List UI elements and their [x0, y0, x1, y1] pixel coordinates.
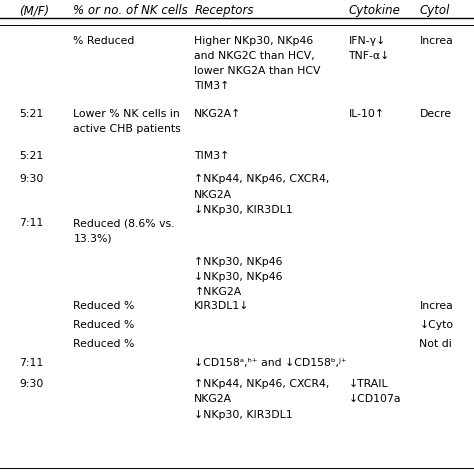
- Text: and NKG2C than HCV,: and NKG2C than HCV,: [194, 51, 315, 61]
- Text: TIM3↑: TIM3↑: [194, 151, 229, 161]
- Text: ↓TRAIL: ↓TRAIL: [348, 379, 388, 389]
- Text: ↓CD107a: ↓CD107a: [348, 394, 401, 404]
- Text: ↓CD158ᵃ,ʰ⁺ and ↓CD158ᵇ,ʲ⁺: ↓CD158ᵃ,ʰ⁺ and ↓CD158ᵇ,ʲ⁺: [194, 358, 347, 368]
- Text: Receptors: Receptors: [194, 4, 254, 17]
- Text: % or no. of NK cells: % or no. of NK cells: [73, 4, 188, 17]
- Text: 7:11: 7:11: [19, 358, 43, 368]
- Text: Reduced %: Reduced %: [73, 339, 135, 349]
- Text: KIR3DL1↓: KIR3DL1↓: [194, 301, 250, 311]
- Text: 7:11: 7:11: [19, 218, 43, 228]
- Text: Increa: Increa: [419, 36, 453, 46]
- Text: ↑NKp44, NKp46, CXCR4,: ↑NKp44, NKp46, CXCR4,: [194, 174, 330, 184]
- Text: ↓NKp30, NKp46: ↓NKp30, NKp46: [194, 272, 283, 282]
- Text: Cytol: Cytol: [419, 4, 450, 17]
- Text: ↓Cyto: ↓Cyto: [419, 320, 454, 330]
- Text: 9:30: 9:30: [19, 174, 43, 184]
- Text: Increa: Increa: [419, 301, 453, 311]
- Text: Cytokine: Cytokine: [348, 4, 400, 17]
- Text: IL-10↑: IL-10↑: [348, 109, 384, 119]
- Text: IFN-γ↓: IFN-γ↓: [348, 36, 386, 46]
- Text: Reduced %: Reduced %: [73, 301, 135, 311]
- Text: (M/F): (M/F): [19, 4, 49, 17]
- Text: 5:21: 5:21: [19, 109, 43, 119]
- Text: ↓NKp30, KIR3DL1: ↓NKp30, KIR3DL1: [194, 205, 293, 215]
- Text: Higher NKp30, NKp46: Higher NKp30, NKp46: [194, 36, 314, 46]
- Text: active CHB patients: active CHB patients: [73, 124, 181, 134]
- Text: ↓NKp30, KIR3DL1: ↓NKp30, KIR3DL1: [194, 410, 293, 419]
- Text: Not di: Not di: [419, 339, 452, 349]
- Text: NKG2A: NKG2A: [194, 190, 232, 200]
- Text: TIM3↑: TIM3↑: [194, 81, 229, 91]
- Text: Reduced %: Reduced %: [73, 320, 135, 330]
- Text: ↑NKG2A: ↑NKG2A: [194, 287, 242, 297]
- Text: Reduced (8.6% vs.: Reduced (8.6% vs.: [73, 218, 175, 228]
- Text: Lower % NK cells in: Lower % NK cells in: [73, 109, 180, 119]
- Text: 13.3%): 13.3%): [73, 233, 112, 243]
- Text: NKG2A↑: NKG2A↑: [194, 109, 242, 119]
- Text: 5:21: 5:21: [19, 151, 43, 161]
- Text: % Reduced: % Reduced: [73, 36, 135, 46]
- Text: ↑NKp30, NKp46: ↑NKp30, NKp46: [194, 257, 283, 267]
- Text: TNF-α↓: TNF-α↓: [348, 51, 390, 61]
- Text: NKG2A: NKG2A: [194, 394, 232, 404]
- Text: ↑NKp44, NKp46, CXCR4,: ↑NKp44, NKp46, CXCR4,: [194, 379, 330, 389]
- Text: Decre: Decre: [419, 109, 452, 119]
- Text: lower NKG2A than HCV: lower NKG2A than HCV: [194, 66, 321, 76]
- Text: 9:30: 9:30: [19, 379, 43, 389]
